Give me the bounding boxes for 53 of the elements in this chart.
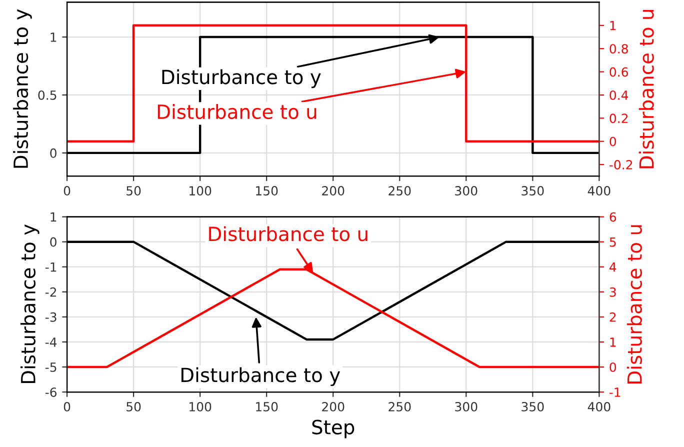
annotation: Disturbance to u [158, 104, 316, 120]
y-tick-label: -6 [45, 387, 57, 397]
x-tick-label: 150 [256, 186, 278, 196]
x-tick-label: 50 [126, 186, 141, 196]
x-tick-label: 150 [256, 402, 278, 412]
x-tick-label: 200 [322, 402, 344, 412]
x-tick-label: 400 [588, 402, 610, 412]
y-tick-label: 0.5 [38, 90, 56, 100]
y2-tick-label: 0.4 [610, 90, 628, 100]
x-tick-label: 100 [190, 186, 212, 196]
y-tick-label: -3 [45, 312, 56, 322]
x-tick-label: 0 [64, 402, 70, 412]
y-tick-label: -2 [45, 287, 56, 297]
y-tick-label: 1 [50, 212, 56, 222]
y2-tick-label: 0 [610, 362, 616, 372]
y-tick-label: -4 [45, 338, 57, 347]
y2-axis-title: Disturbance to u [626, 225, 642, 384]
x-tick-label: 0 [64, 186, 70, 196]
y-tick-label: 0 [50, 237, 56, 247]
x-tick-label: 400 [588, 186, 610, 196]
annotation: Disturbance to y [162, 69, 321, 88]
y2-tick-label: 0.6 [610, 67, 628, 77]
y2-tick-label: 0.2 [610, 114, 628, 124]
y-tick-label: 0 [50, 148, 56, 158]
y2-axis-title: Disturbance to u [638, 10, 654, 168]
x-tick-label: 50 [126, 402, 141, 412]
y2-tick-label: -1 [610, 388, 620, 397]
y2-tick-label: -0.2 [610, 160, 632, 170]
y2-tick-label: 0.8 [610, 44, 628, 54]
x-tick-label: 350 [522, 402, 544, 412]
y-tick-label: 1 [50, 32, 56, 42]
annotation: Disturbance to u [209, 226, 368, 242]
y2-tick-label: 4 [610, 262, 616, 272]
y2-tick-label: 3 [610, 287, 616, 297]
x-axis-title: Step [312, 420, 354, 438]
y-tick-label: -1 [45, 262, 56, 272]
y-tick-label: -5 [45, 362, 56, 372]
y2-tick-label: 6 [610, 212, 616, 222]
x-tick-label: 350 [522, 186, 544, 196]
x-tick-label: 250 [388, 186, 411, 196]
y2-tick-label: 1 [610, 21, 616, 30]
x-tick-label: 200 [322, 186, 344, 196]
y2-tick-label: 2 [610, 312, 616, 322]
annotation: Disturbance to y [181, 367, 340, 386]
x-tick-label: 250 [388, 402, 411, 412]
y2-tick-label: 1 [610, 338, 616, 347]
y-axis-title: Disturbance to y [13, 9, 32, 168]
x-tick-label: 300 [455, 402, 478, 412]
y2-tick-label: 5 [610, 237, 616, 247]
x-tick-label: 300 [455, 186, 478, 196]
y2-tick-label: 0 [610, 136, 616, 146]
x-tick-label: 100 [190, 402, 212, 412]
y-axis-title: Disturbance to y [20, 224, 40, 384]
